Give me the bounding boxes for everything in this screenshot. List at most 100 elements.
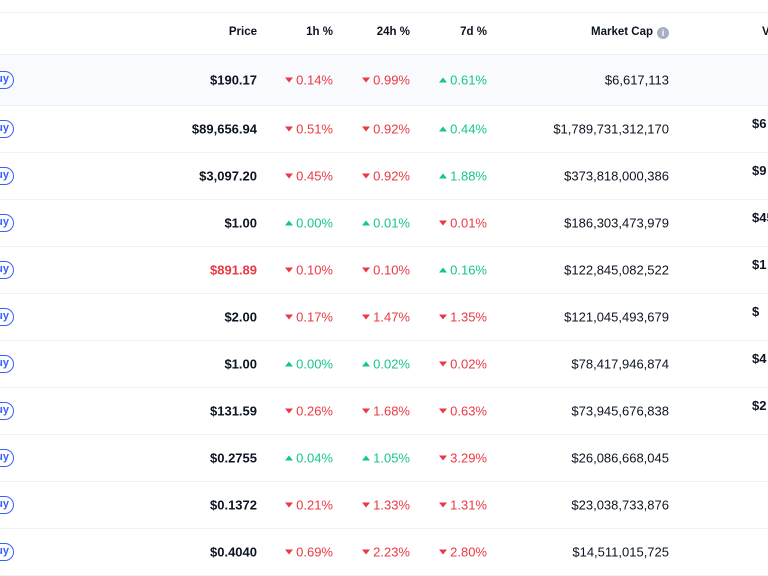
buy-button[interactable]: Buy xyxy=(0,308,14,326)
change-d7: 0.44% xyxy=(439,122,487,137)
change-h1: 0.21% xyxy=(285,498,333,513)
header-price[interactable]: Price xyxy=(228,26,257,38)
price: $131.59 xyxy=(210,403,257,419)
table-row[interactable]: Buy $1.00 0.00% 0.01% 0.01% $186,303,473,9… xyxy=(0,200,768,247)
volume: $ xyxy=(752,304,760,319)
price: $3,097.20 xyxy=(199,168,257,184)
caret-down-icon xyxy=(362,502,371,508)
change-d7: 1.35% xyxy=(439,310,487,325)
change-d7: 1.88% xyxy=(439,169,487,184)
change-h24: 1.47% xyxy=(362,310,410,325)
price: $1.00 xyxy=(224,356,257,372)
caret-down-icon xyxy=(285,549,294,555)
caret-up-icon xyxy=(362,455,371,461)
volume: $1 xyxy=(752,257,767,272)
table-header: Price 1h % 24h % 7d % Market Cap i V xyxy=(0,13,768,55)
price: $2.00 xyxy=(224,309,257,325)
caret-up-icon xyxy=(439,267,448,273)
table-row[interactable]: Buy $89,656.94 0.51% 0.92% 0.44% $1,789,73… xyxy=(0,106,768,153)
table-row[interactable]: Buy $190.17 0.14% 0.99% 0.61% $6,617,113 xyxy=(0,55,768,106)
change-d7: 0.61% xyxy=(439,73,487,88)
change-h1: 0.14% xyxy=(285,73,333,88)
table-row[interactable]: Buy $1.00 0.00% 0.02% 0.02% $78,417,946,87… xyxy=(0,341,768,388)
change-h1: 0.51% xyxy=(285,122,333,137)
change-d7: 0.02% xyxy=(439,357,487,372)
buy-button[interactable]: Buy xyxy=(0,496,14,514)
change-h24: 0.99% xyxy=(362,73,410,88)
caret-down-icon xyxy=(362,173,371,179)
volume: $45 xyxy=(752,210,768,225)
caret-down-icon xyxy=(362,549,371,555)
caret-down-icon xyxy=(439,408,448,414)
table-row[interactable]: Buy $3,097.20 0.45% 0.92% 1.88% $373,818,0… xyxy=(0,153,768,200)
info-icon[interactable]: i xyxy=(657,27,669,39)
change-h1: 0.04% xyxy=(285,451,333,466)
change-h24: 1.33% xyxy=(362,498,410,513)
price: $1.00 xyxy=(224,215,257,231)
market-cap: $73,945,676,838 xyxy=(571,403,669,419)
volume: $2 xyxy=(752,398,767,413)
caret-down-icon xyxy=(439,220,448,226)
market-cap: $23,038,733,876 xyxy=(571,497,669,513)
header-market-cap[interactable]: Market Cap i xyxy=(591,26,669,39)
caret-down-icon xyxy=(439,455,448,461)
caret-down-icon xyxy=(362,314,371,320)
buy-button[interactable]: Buy xyxy=(0,120,14,138)
caret-down-icon xyxy=(285,408,294,414)
change-h1: 0.26% xyxy=(285,404,333,419)
change-h24: 2.23% xyxy=(362,545,410,560)
market-cap: $78,417,946,874 xyxy=(571,356,669,372)
table-row[interactable]: Buy $0.4040 0.69% 2.23% 2.80% $14,511,015,… xyxy=(0,529,768,576)
volume: $9 xyxy=(752,163,767,178)
change-d7: 0.16% xyxy=(439,263,487,278)
caret-up-icon xyxy=(362,220,371,226)
caret-up-icon xyxy=(439,173,448,179)
header-1h[interactable]: 1h % xyxy=(306,26,333,38)
caret-down-icon xyxy=(439,314,448,320)
market-cap: $122,845,082,522 xyxy=(564,262,669,278)
price: $0.2755 xyxy=(210,450,257,466)
price: $891.89 xyxy=(210,262,257,278)
buy-button[interactable]: Buy xyxy=(0,167,14,185)
market-cap: $373,818,000,386 xyxy=(564,168,669,184)
change-h24: 0.92% xyxy=(362,169,410,184)
change-h1: 0.00% xyxy=(285,216,333,231)
buy-button[interactable]: Buy xyxy=(0,261,14,279)
caret-down-icon xyxy=(362,408,371,414)
caret-down-icon xyxy=(285,126,294,132)
change-d7: 0.01% xyxy=(439,216,487,231)
table-row[interactable]: Buy $891.89 0.10% 0.10% 0.16% $122,845,082… xyxy=(0,247,768,294)
table-row[interactable]: Buy $0.1372 0.21% 1.33% 1.31% $23,038,733,… xyxy=(0,482,768,529)
buy-button[interactable]: Buy xyxy=(0,214,14,232)
header-volume[interactable]: V xyxy=(762,26,768,38)
price: $0.1372 xyxy=(210,497,257,513)
header-7d[interactable]: 7d % xyxy=(460,26,487,38)
change-h1: 0.45% xyxy=(285,169,333,184)
buy-button[interactable]: Buy xyxy=(0,449,14,467)
caret-up-icon xyxy=(439,77,448,83)
change-h1: 0.10% xyxy=(285,263,333,278)
table-top-border xyxy=(0,12,768,13)
buy-button[interactable]: Buy xyxy=(0,71,14,89)
caret-down-icon xyxy=(285,77,294,83)
change-h24: 1.68% xyxy=(362,404,410,419)
market-cap: $1,789,731,312,170 xyxy=(553,121,669,137)
buy-button[interactable]: Buy xyxy=(0,543,14,561)
change-h24: 0.02% xyxy=(362,357,410,372)
price: $190.17 xyxy=(210,72,257,88)
caret-up-icon xyxy=(362,361,371,367)
buy-button[interactable]: Buy xyxy=(0,355,14,373)
change-h24: 0.92% xyxy=(362,122,410,137)
table-row[interactable]: Buy $0.2755 0.04% 1.05% 3.29% $26,086,668,… xyxy=(0,435,768,482)
caret-up-icon xyxy=(285,455,294,461)
table-row[interactable]: Buy $2.00 0.17% 1.47% 1.35% $121,045,493,6… xyxy=(0,294,768,341)
caret-down-icon xyxy=(285,314,294,320)
change-d7: 2.80% xyxy=(439,545,487,560)
change-h24: 0.01% xyxy=(362,216,410,231)
table-row[interactable]: Buy $131.59 0.26% 1.68% 0.63% $73,945,676,… xyxy=(0,388,768,435)
header-market-cap-label: Market Cap xyxy=(591,26,653,38)
market-cap: $186,303,473,979 xyxy=(564,215,669,231)
buy-button[interactable]: Buy xyxy=(0,402,14,420)
caret-up-icon xyxy=(285,361,294,367)
header-24h[interactable]: 24h % xyxy=(376,26,410,38)
